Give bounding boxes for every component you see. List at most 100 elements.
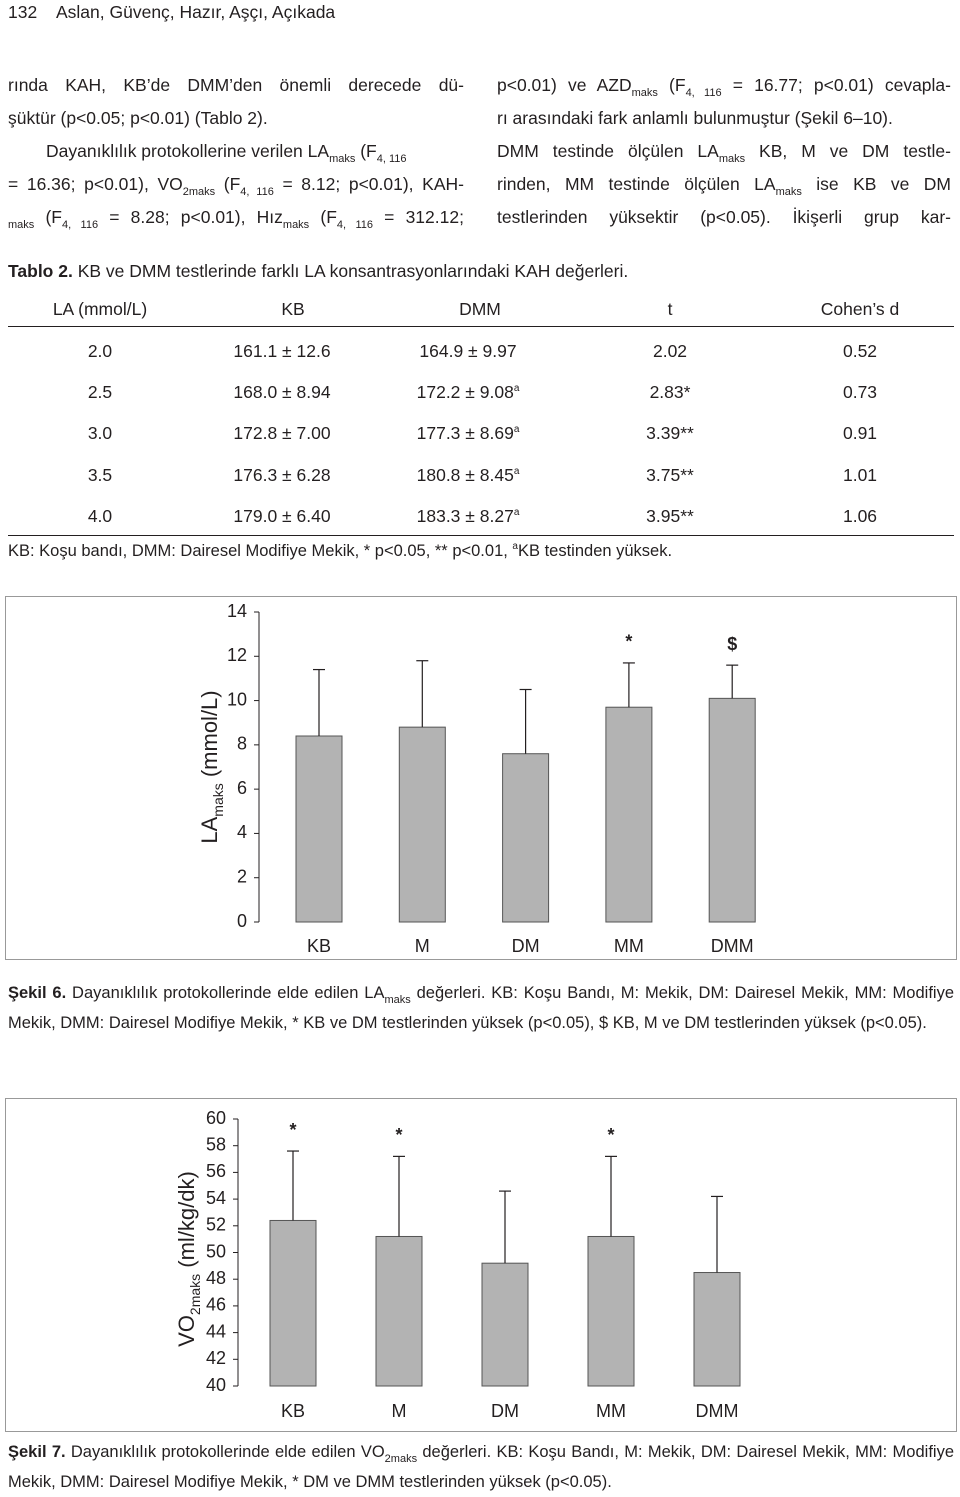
subscript: maks bbox=[775, 186, 802, 198]
y-tick-label: 10 bbox=[227, 689, 247, 709]
text: Dayanıklılık protokollerinde elde edilen… bbox=[66, 984, 385, 1002]
y-axis-label: LAmaks (mmol/L) bbox=[197, 690, 226, 843]
subscript: 4, 116 bbox=[240, 186, 274, 198]
bar bbox=[587, 1235, 635, 1387]
text: 1.06 bbox=[842, 506, 878, 526]
y-tick-label: 14 bbox=[227, 601, 247, 621]
y-tick-label: 40 bbox=[206, 1375, 226, 1395]
table-cell: 0.91 bbox=[780, 421, 940, 445]
table-header: DMM bbox=[400, 297, 560, 321]
x-tick-label: DM bbox=[491, 1401, 519, 1421]
body-line: maks (F4, 116 = 8.28; p<0.01), Hızmaks (… bbox=[8, 205, 464, 231]
body-line: testlerinden yüksektir (p<0.05). İkişerl… bbox=[497, 205, 951, 229]
table-cell: 2.5 bbox=[20, 380, 180, 404]
table-label: Tablo 2. bbox=[8, 261, 73, 281]
figure-label: Şekil 7. bbox=[8, 1443, 66, 1461]
subscript: 2maks bbox=[182, 186, 216, 198]
x-tick-label: DM bbox=[512, 936, 540, 956]
body-line: = 16.36; p<0.01), VO2maks (F4, 116 = 8.1… bbox=[8, 172, 464, 198]
significance-marker: $ bbox=[727, 634, 737, 654]
table-header: Cohen’s d bbox=[780, 297, 940, 321]
body-line: Dayanıklılık protokollerine verilen LAma… bbox=[46, 139, 407, 165]
significance-marker: * bbox=[625, 632, 632, 652]
y-tick-label: 12 bbox=[227, 645, 247, 665]
table-cell: 161.1 ± 12.6 bbox=[202, 339, 362, 363]
y-tick-label: 46 bbox=[206, 1295, 226, 1315]
superscript: a bbox=[513, 383, 520, 394]
text: (F bbox=[355, 141, 377, 161]
body-line: şüktür (p<0.05; p<0.01) (Tablo 2). bbox=[8, 106, 268, 130]
subscript: 4, 116 bbox=[685, 87, 722, 99]
body-line: DMM testinde ölçülen LAmaks KB, M ve DM … bbox=[497, 139, 951, 165]
table-cell: 2.83* bbox=[590, 380, 750, 404]
text: 180.8 ± 8.45 bbox=[416, 465, 514, 485]
table-rule bbox=[8, 535, 954, 536]
error-bar bbox=[726, 664, 739, 699]
significance-marker: * bbox=[395, 1125, 402, 1145]
x-tick-label: M bbox=[415, 936, 430, 956]
bar bbox=[295, 735, 343, 923]
text: 2.0 bbox=[87, 341, 113, 361]
text: 3.39** bbox=[646, 423, 694, 443]
y-tick-label: 50 bbox=[206, 1241, 226, 1261]
table-caption-text: KB ve DMM testlerinde farklı LA konsantr… bbox=[72, 261, 629, 281]
table-cell: 3.75** bbox=[590, 463, 750, 487]
text: KB: Koşu bandı, DMM: Dairesel Modifiye M… bbox=[8, 542, 513, 560]
text: 0.73 bbox=[842, 382, 878, 402]
text: = 8.12; p<0.01), KAH- bbox=[273, 174, 464, 194]
body-line: p<0.01) ve AZDmaks (F4, 116 = 16.77; p<0… bbox=[497, 73, 951, 99]
text: 177.3 ± 8.69 bbox=[416, 423, 514, 443]
subscript: maks bbox=[631, 87, 658, 99]
y-tick-label: 2 bbox=[237, 866, 247, 886]
subscript: maks bbox=[8, 219, 35, 231]
text: Dayanıklılık protokollerine verilen LA bbox=[46, 141, 330, 161]
superscript: a bbox=[513, 466, 520, 477]
table-cell: 1.06 bbox=[780, 504, 940, 528]
x-tick-label: M bbox=[392, 1401, 407, 1421]
text: testlerinden yüksektir (p<0.05). İkişerl… bbox=[497, 207, 951, 227]
text: 2.02 bbox=[652, 341, 688, 361]
y-tick-label: 8 bbox=[237, 734, 247, 754]
y-tick-label: 0 bbox=[237, 911, 247, 931]
subscript: maks bbox=[282, 219, 310, 231]
x-tick-label: KB bbox=[307, 936, 331, 956]
text: (F bbox=[34, 207, 62, 227]
error-bar bbox=[711, 1195, 723, 1273]
text: 1.01 bbox=[842, 465, 878, 485]
table-cell: 183.3 ± 8.27a bbox=[388, 504, 548, 528]
table-cell: 0.73 bbox=[780, 380, 940, 404]
page-number: 132 bbox=[8, 2, 38, 22]
y-tick-label: 4 bbox=[237, 822, 247, 842]
error-bar bbox=[287, 1150, 299, 1221]
error-bar bbox=[622, 662, 635, 708]
text: DMM testinde ölçülen LA bbox=[497, 141, 719, 161]
text: (F bbox=[215, 174, 241, 194]
text: 0.91 bbox=[842, 423, 878, 443]
error-bar bbox=[393, 1155, 405, 1237]
subscript: 4, 116 bbox=[61, 219, 99, 231]
figure-label: Şekil 6. bbox=[8, 984, 67, 1002]
table-cell: 172.2 ± 9.08a bbox=[388, 380, 548, 404]
significance-marker: * bbox=[607, 1125, 614, 1145]
subscript: maks bbox=[329, 153, 356, 165]
text: değerleri. KB: Koşu Bandı, M: Mekik, DM:… bbox=[8, 984, 954, 1032]
subscript: 2maks bbox=[384, 1453, 418, 1465]
text: rinden, MM testinde ölçülen LA bbox=[497, 174, 776, 194]
error-bar bbox=[499, 1190, 511, 1264]
y-tick-label: 54 bbox=[206, 1188, 226, 1208]
table-cell: 164.9 ± 9.97 bbox=[388, 339, 548, 363]
y-tick-label: 58 bbox=[206, 1134, 226, 1154]
y-tick-label: 42 bbox=[206, 1348, 226, 1368]
text: 3.95** bbox=[646, 506, 694, 526]
y-tick-label: 60 bbox=[206, 1108, 226, 1128]
superscript: a bbox=[513, 424, 520, 435]
text: 168.0 ± 8.94 bbox=[233, 382, 331, 402]
bar bbox=[375, 1235, 423, 1387]
text: 183.3 ± 8.27 bbox=[416, 506, 514, 526]
table-note: KB: Koşu bandı, DMM: Dairesel Modifiye M… bbox=[8, 539, 672, 563]
text: 172.8 ± 7.00 bbox=[233, 423, 331, 443]
y-tick-label: 56 bbox=[206, 1161, 226, 1181]
figure: 40 42 44 46 48 50 52 54 56 58 60 KB * M * DM MM * DMM VO2ma… bbox=[5, 1098, 957, 1432]
text: t bbox=[667, 299, 673, 319]
chart: 0 2 4 6 8 10 12 14 KB M DM MM * DMM $ LAmaks (mmol/L) bbox=[197, 601, 756, 956]
